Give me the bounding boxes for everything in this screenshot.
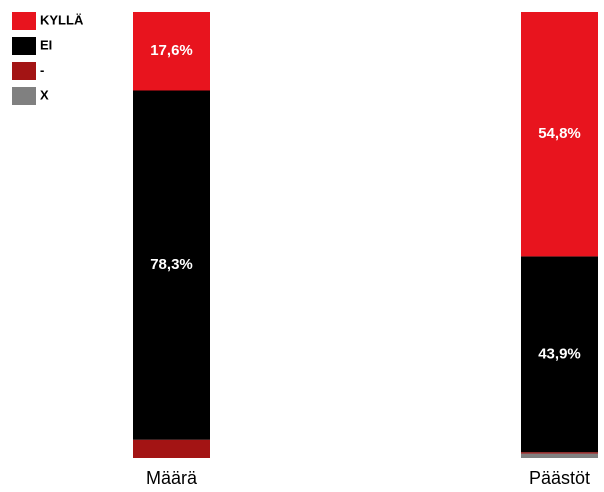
legend-swatch — [12, 12, 36, 30]
x-tick-label: Päästöt — [529, 468, 590, 488]
legend-label: X — [40, 87, 49, 102]
legend-swatch — [12, 37, 36, 55]
legend-label: EI — [40, 37, 52, 52]
bar-segment — [521, 452, 598, 454]
bar-segment — [521, 256, 598, 453]
data-label: 17,6% — [150, 42, 193, 59]
bar-segment — [133, 12, 210, 91]
x-tick-label: Määrä — [146, 468, 198, 488]
bar-segment — [521, 12, 598, 257]
legend-label: KYLLÄ — [40, 12, 84, 27]
legend-label: - — [40, 62, 44, 77]
bar-segment — [133, 439, 210, 458]
bar-segment — [133, 90, 210, 440]
data-label: 43,9% — [538, 345, 581, 362]
data-label: 54,8% — [538, 125, 581, 142]
bar-segment — [521, 453, 598, 458]
legend-swatch — [12, 87, 36, 105]
legend-swatch — [12, 62, 36, 80]
data-label: 78,3% — [150, 256, 193, 273]
